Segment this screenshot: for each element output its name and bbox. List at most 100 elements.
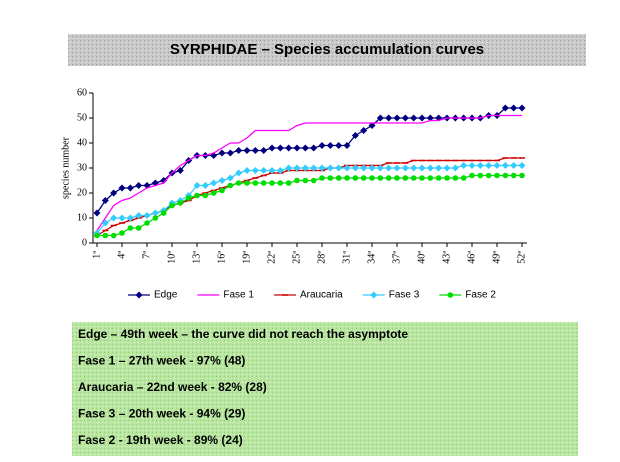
data-point	[318, 164, 326, 172]
data-point	[276, 144, 284, 152]
data-point	[169, 202, 175, 209]
x-tick-label: 7ª	[141, 251, 152, 259]
legend-marker	[370, 291, 378, 299]
data-point	[518, 162, 526, 169]
x-tick-label: 1ª	[91, 251, 102, 259]
data-point	[93, 209, 101, 217]
legend-marker	[447, 292, 454, 298]
data-point	[301, 164, 309, 172]
data-point	[385, 175, 392, 181]
data-point	[335, 175, 342, 181]
y-axis-label: species number	[60, 136, 71, 199]
data-point	[394, 175, 400, 181]
data-point	[343, 164, 351, 172]
note-line: Fase 2 - 19th week - 89% (24)	[78, 433, 243, 447]
x-tick-label: 52ª	[516, 251, 527, 264]
data-point	[235, 169, 243, 177]
legend-label: Fase 2	[465, 290, 496, 301]
data-point	[401, 114, 409, 122]
x-tick-label: 43ª	[441, 251, 452, 264]
data-point	[193, 182, 201, 189]
data-point	[510, 162, 518, 169]
data-point	[426, 114, 434, 122]
note-line: Edge – 49th week – the curve did not rea…	[78, 327, 408, 341]
data-point	[244, 180, 250, 186]
data-point	[410, 114, 418, 122]
data-point	[501, 162, 509, 169]
x-tick-label: 34ª	[366, 251, 377, 264]
data-point	[435, 175, 442, 181]
data-point	[177, 200, 184, 206]
data-point	[260, 180, 267, 186]
series-line	[97, 174, 522, 237]
data-point	[502, 172, 509, 179]
data-point	[310, 164, 318, 172]
data-point	[351, 164, 359, 172]
series-line	[96, 164, 522, 234]
data-point	[219, 187, 225, 194]
data-point	[352, 175, 359, 181]
data-point	[393, 164, 401, 172]
data-point	[293, 164, 301, 172]
data-point	[360, 164, 368, 172]
data-point	[518, 104, 526, 112]
data-point	[485, 172, 492, 179]
data-point	[402, 175, 409, 181]
data-point	[143, 212, 151, 219]
data-point	[360, 127, 368, 134]
data-point	[376, 114, 384, 122]
data-point	[118, 184, 126, 192]
data-point	[94, 232, 100, 239]
data-point	[243, 147, 251, 154]
data-point	[469, 172, 475, 179]
data-point	[119, 230, 125, 236]
data-point	[135, 212, 143, 219]
data-point	[260, 167, 268, 174]
data-point	[335, 164, 343, 172]
data-point	[202, 192, 209, 199]
data-point	[276, 167, 284, 174]
data-point	[243, 167, 251, 174]
data-point	[427, 175, 434, 181]
data-point	[152, 215, 159, 221]
data-point	[410, 175, 417, 181]
data-point	[326, 164, 334, 172]
data-point	[293, 144, 301, 152]
data-point	[401, 164, 409, 172]
data-point	[385, 164, 393, 172]
series-line	[96, 114, 522, 231]
y-tick-label: 20	[77, 187, 87, 198]
y-tick-label: 30	[77, 162, 87, 173]
data-point	[476, 162, 484, 169]
data-point	[369, 175, 375, 181]
data-point	[118, 214, 126, 222]
chart-title: SYRPHIDAE – Species accumulation curves	[170, 41, 484, 58]
notes-box	[72, 322, 578, 456]
data-point	[285, 164, 293, 172]
data-point	[302, 177, 309, 184]
data-point	[460, 175, 467, 181]
legend-marker	[135, 291, 143, 299]
data-point	[410, 164, 418, 172]
x-tick-label: 4ª	[116, 251, 127, 259]
data-point	[210, 179, 218, 187]
data-point	[393, 114, 401, 122]
data-point	[377, 175, 384, 181]
data-point	[451, 164, 459, 172]
x-tick-label: 10ª	[166, 251, 177, 264]
data-point	[360, 175, 367, 181]
note-line: Fase 1 – 27th week - 97% (48)	[78, 354, 245, 368]
y-tick-label: 50	[77, 112, 87, 123]
data-point	[135, 182, 143, 189]
data-point	[501, 104, 509, 112]
data-point	[468, 162, 476, 169]
data-point	[110, 189, 118, 197]
data-point	[494, 172, 500, 179]
data-point	[418, 114, 426, 122]
data-point	[452, 175, 459, 181]
data-point	[226, 174, 234, 182]
data-point	[194, 192, 200, 199]
data-point	[201, 182, 209, 189]
data-point	[351, 132, 359, 139]
